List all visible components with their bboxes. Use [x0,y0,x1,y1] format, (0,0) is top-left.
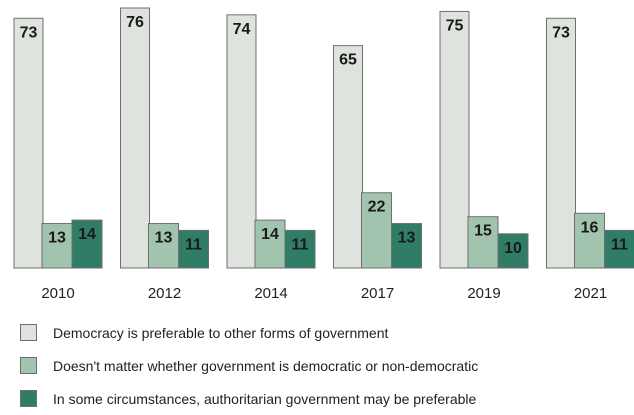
legend-label: Democracy is preferable to other forms o… [53,325,388,341]
bar-value-label: 11 [611,236,628,253]
bar-value-label: 13 [48,230,66,247]
bar-series-1 [121,8,150,268]
bar-value-label: 14 [261,226,279,243]
bar-series-1 [14,18,43,268]
bar-value-label: 13 [155,230,173,247]
x-tick-label: 2017 [361,285,394,300]
x-tick-label: 2019 [467,285,500,300]
x-tick-label: 2012 [148,285,181,300]
bar-value-label: 22 [368,199,386,216]
bar-value-label: 73 [552,24,570,41]
bar-value-label: 14 [78,226,96,243]
legend-item: In some circumstances, authoritarian gov… [20,382,478,415]
legend-item: Democracy is preferable to other forms o… [20,316,478,349]
x-tick-label: 2010 [41,285,74,300]
bar-value-label: 11 [292,236,309,253]
bar-chart: 73 13 14 2010 76 13 11 2012 74 14 11 2014 65 22 13 2017… [0,0,634,300]
legend-item: Doesn't matter whether government is dem… [20,349,478,382]
bar-series-1 [547,18,576,268]
bar-value-label: 10 [504,240,522,257]
bar-series-1 [334,46,363,268]
bar-value-label: 13 [398,230,416,247]
bar-value-label: 11 [185,236,202,253]
bar-value-label: 15 [474,223,492,240]
x-tick-label: 2014 [254,285,287,300]
bar-value-label: 76 [126,14,144,31]
bar-value-label: 75 [446,17,464,34]
x-tick-label: 2021 [574,285,607,300]
bar-value-label: 16 [581,219,599,236]
legend-swatch [20,390,37,407]
legend-label: In some circumstances, authoritarian gov… [53,391,476,407]
bar-series-1 [440,11,469,268]
chart-marks: 73 13 14 2010 76 13 11 2012 74 14 11 2014 65 22 13 2017… [14,8,634,300]
legend-label: Doesn't matter whether government is dem… [53,358,478,374]
legend-swatch [20,357,37,374]
bar-value-label: 65 [339,52,357,69]
legend: Democracy is preferable to other forms o… [20,316,478,415]
legend-swatch [20,324,37,341]
bar-series-1 [227,15,256,268]
bar-value-label: 74 [233,21,251,38]
bar-value-label: 73 [20,24,38,41]
